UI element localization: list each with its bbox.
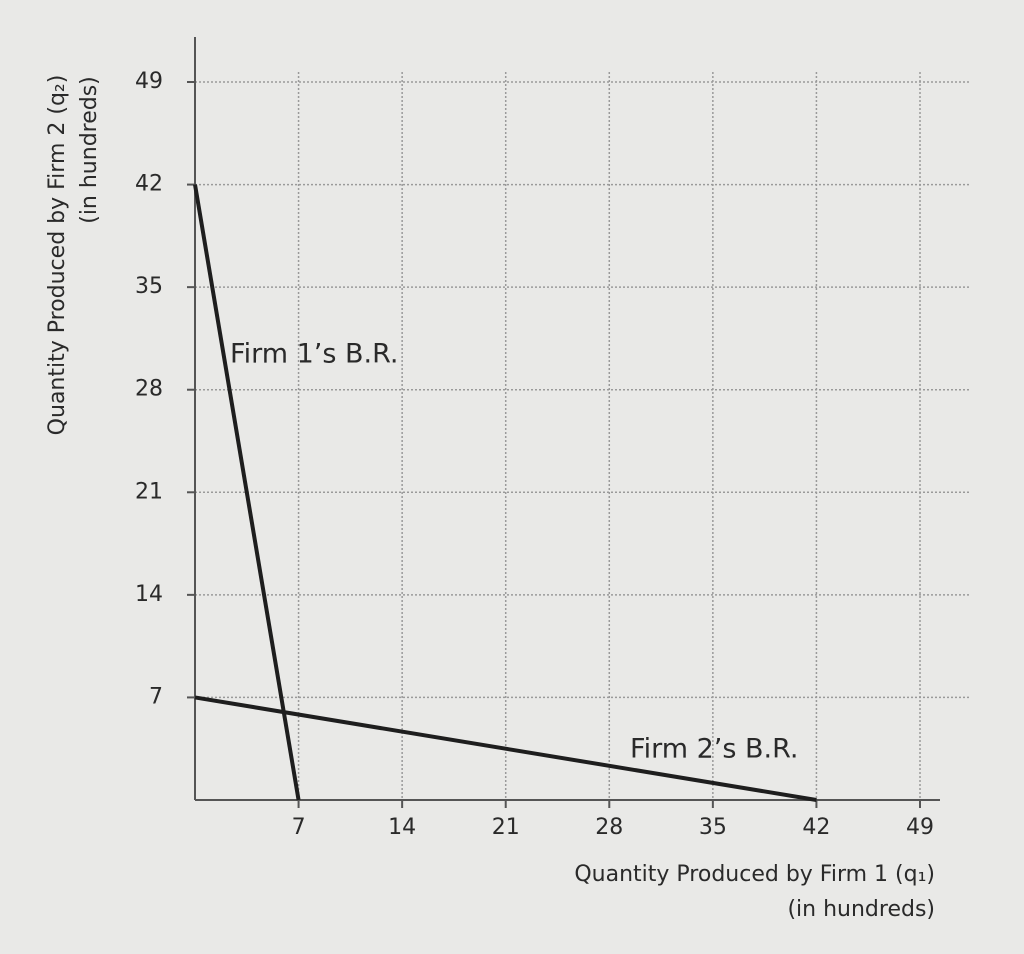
y-axis-label: Quantity Produced by Firm 2 (q₂) — [45, 75, 70, 436]
x-tick-label: 21 — [492, 815, 520, 840]
x-tick-label: 14 — [388, 815, 416, 840]
x-axis-unit: (in hundreds) — [787, 897, 935, 922]
series-label: Firm 1’s B.R. — [230, 339, 398, 370]
x-tick-label: 35 — [699, 815, 727, 840]
x-tick-label: 42 — [802, 815, 830, 840]
y-tick-label: 42 — [135, 172, 163, 197]
y-tick-label: 14 — [135, 582, 163, 607]
x-tick-label: 7 — [292, 815, 306, 840]
y-axis-unit: (in hundreds) — [77, 76, 102, 224]
best-response-line — [194, 695, 817, 802]
y-tick-label: 49 — [135, 69, 163, 94]
y-tick-label: 28 — [135, 377, 163, 402]
series-label: Firm 2’s B.R. — [630, 734, 798, 765]
x-tick-label: 28 — [595, 815, 623, 840]
y-tick-label: 21 — [135, 479, 163, 504]
best-response-line — [193, 184, 301, 801]
y-tick-label: 35 — [135, 274, 163, 299]
y-tick-label: 7 — [149, 684, 163, 709]
x-tick-label: 49 — [906, 815, 934, 840]
x-axis-label: Quantity Produced by Firm 1 (q₁) — [574, 862, 935, 887]
